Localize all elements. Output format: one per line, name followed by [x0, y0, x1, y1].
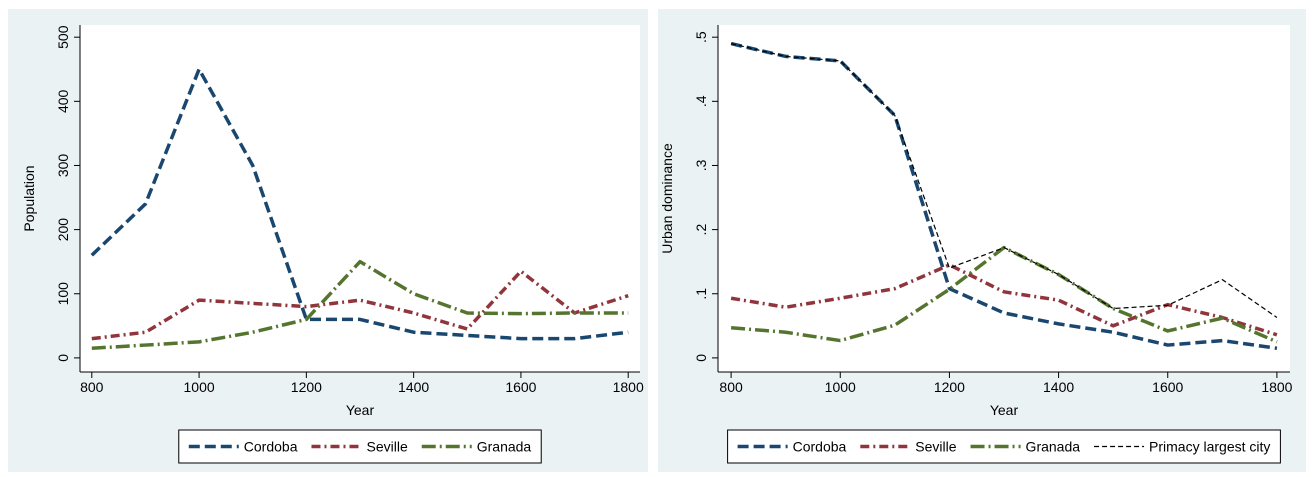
legend-label: Cordoba	[244, 439, 298, 455]
x-tick-label: 1800	[613, 379, 644, 395]
legend: Cordoba Seville Granada	[188, 439, 532, 455]
legend-label: Seville	[366, 439, 407, 455]
legend-label: Primacy largest city	[1149, 439, 1270, 455]
y-tick-label: 100	[55, 282, 71, 306]
x-tick-label: 1200	[291, 379, 322, 395]
x-tick-label: 800	[719, 379, 743, 395]
x-tick-label: 1400	[398, 379, 429, 395]
series-line	[730, 41, 1278, 351]
series-line	[730, 263, 1278, 337]
y-tick-label: 300	[55, 154, 71, 178]
y-tick-label: .3	[693, 159, 709, 171]
y-axis-title: Population	[21, 165, 37, 231]
x-tick-label: 1600	[505, 379, 536, 395]
x-tick-label: 1000	[825, 379, 856, 395]
x-tick-label: 1200	[934, 379, 965, 395]
series-line	[90, 67, 629, 341]
series-line	[91, 259, 629, 351]
plot-area	[718, 25, 1290, 372]
y-tick-label: .5	[693, 31, 709, 43]
legend-label: Cordoba	[793, 439, 847, 455]
legend-label: Granada	[477, 439, 532, 455]
y-tick-label: 400	[55, 89, 71, 113]
series-line	[91, 269, 629, 341]
y-tick-label: 200	[55, 218, 71, 242]
x-tick-label: 1600	[1152, 379, 1183, 395]
legend: Cordoba Seville Granada Primacy largest cit…	[737, 439, 1270, 455]
legend-box	[178, 429, 542, 464]
series-line	[730, 43, 1278, 318]
x-tick-label: 1800	[1261, 379, 1292, 395]
plot-area	[80, 25, 640, 372]
y-tick-label: .4	[693, 95, 709, 107]
x-axis-title: Year	[346, 402, 375, 418]
y-axis-title: Urban dominance	[659, 143, 675, 254]
legend-label: Granada	[1026, 439, 1081, 455]
x-tick-label: 1000	[184, 379, 215, 395]
y-tick-label: 0	[693, 354, 709, 362]
y-tick-label: 0	[55, 354, 71, 362]
x-axis-title: Year	[990, 402, 1019, 418]
y-tick-label: .2	[693, 224, 709, 236]
x-tick-label: 1400	[1043, 379, 1074, 395]
legend-label: Seville	[915, 439, 956, 455]
y-tick-label: 500	[55, 25, 71, 49]
x-tick-label: 800	[80, 379, 104, 395]
y-tick-label: .1	[693, 288, 709, 300]
